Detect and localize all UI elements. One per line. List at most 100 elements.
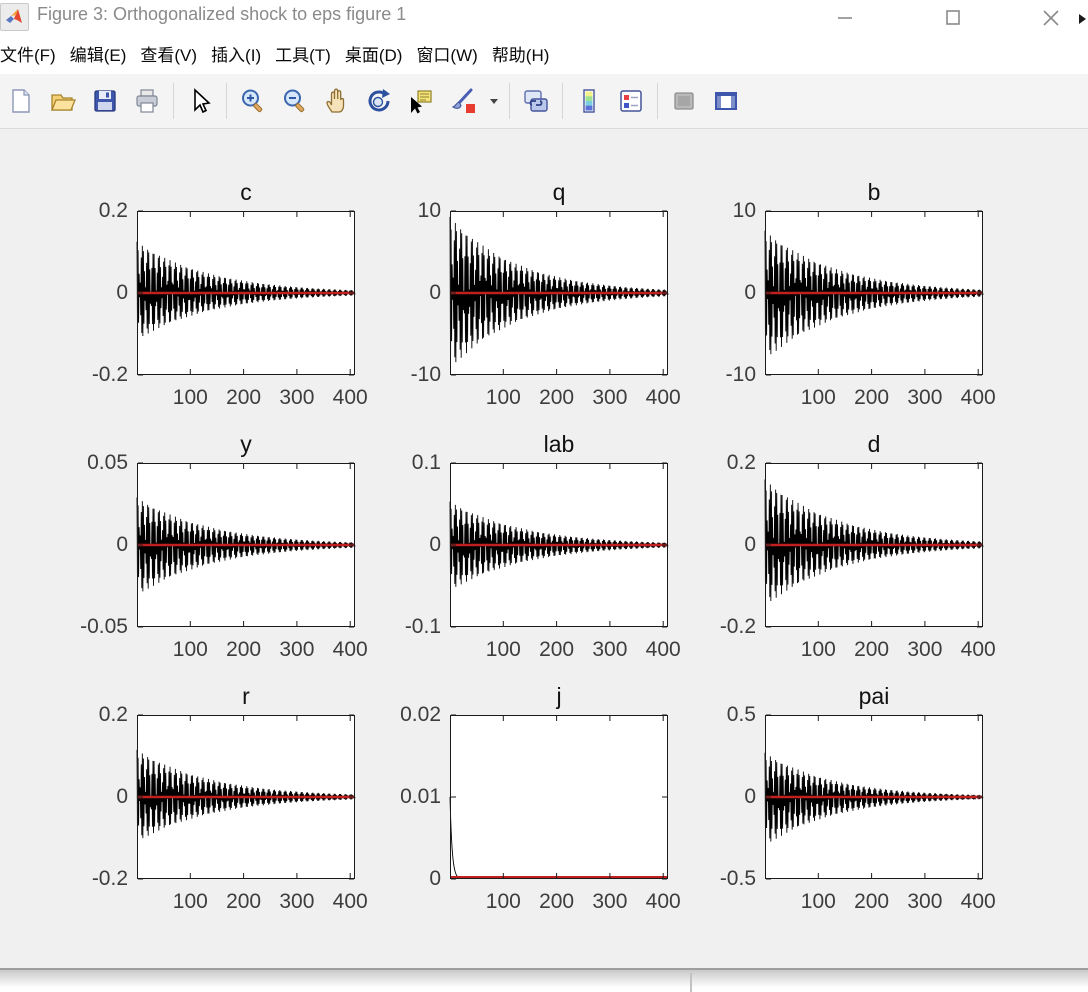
y-tick-label: -10: [725, 363, 756, 386]
insert-colorbar-button[interactable]: [570, 82, 608, 120]
edit-plot-button[interactable]: [181, 82, 219, 120]
minimize-button[interactable]: [822, 6, 868, 30]
insert-legend-button[interactable]: [612, 82, 650, 120]
window-title: Figure 3: Orthogonalized shock to eps fi…: [37, 4, 407, 24]
x-tick-label: 300: [592, 638, 628, 661]
subplot-d: d 0.2 0 -0.2 100 200 300 400: [675, 421, 1003, 667]
subplot-title: b: [867, 179, 881, 205]
toolbar-separator-4: [562, 83, 563, 119]
plot-area: [449, 462, 669, 628]
menu-item-help[interactable]: 帮助(H): [491, 45, 550, 65]
x-tick-label: 200: [854, 386, 890, 409]
toolbar-separator-1: [173, 83, 174, 119]
x-tick-label: 300: [907, 638, 943, 661]
data-cursor-button[interactable]: [402, 82, 440, 120]
insert-legend-icon: [620, 90, 642, 112]
y-tick-label: -0.2: [719, 615, 756, 638]
plot-area: [764, 462, 984, 628]
x-tick-label: 400: [332, 386, 368, 409]
x-tick-label: 200: [539, 386, 575, 409]
y-tick-label: 10: [732, 199, 756, 222]
new-figure-icon: [12, 89, 30, 113]
menu-item-file[interactable]: 文件(F): [0, 45, 56, 65]
menu-item-desktop[interactable]: 桌面(D): [344, 45, 403, 65]
x-tick-label: 300: [279, 890, 315, 913]
zoom-in-icon: [242, 89, 263, 113]
edit-plot-icon: [194, 88, 211, 114]
zoom-in-button[interactable]: [234, 82, 272, 120]
subplot-title: d: [867, 431, 881, 457]
maximize-button[interactable]: [930, 6, 976, 30]
y-tick-label: -0.2: [91, 363, 128, 386]
brush-data-button[interactable]: [444, 82, 482, 120]
y-tick-label: 0.05: [87, 451, 128, 474]
x-tick-label: 400: [645, 386, 681, 409]
subplot-c: c 0.2 0 -0.2 100 200 300 400: [47, 169, 375, 415]
subplot-title: r: [242, 683, 250, 709]
link-plots-button[interactable]: [517, 82, 555, 120]
matlab-logo-icon: [0, 3, 29, 31]
save-figure-button[interactable]: [86, 82, 124, 120]
pan-button[interactable]: [318, 82, 356, 120]
show-plot-tools-button[interactable]: [707, 82, 745, 120]
link-plots-icon: [524, 90, 548, 112]
subplot-title: q: [552, 179, 566, 205]
x-tick-label: 400: [332, 890, 368, 913]
pan-icon: [326, 88, 345, 113]
x-tick-label: 400: [645, 638, 681, 661]
y-tick-label: 0: [429, 867, 441, 890]
subplot-r: r 0.2 0 -0.2 100 200 300 400: [47, 673, 375, 919]
save-figure-icon: [94, 90, 116, 112]
print-figure-icon: [136, 89, 158, 113]
y-tick-label: 0.01: [400, 785, 441, 808]
plot-area: [136, 462, 356, 628]
y-tick-label: 0: [744, 281, 756, 304]
x-tick-label: 100: [800, 890, 836, 913]
y-tick-label: 0: [116, 533, 128, 556]
x-tick-label: 300: [279, 638, 315, 661]
impulse-response-line: [764, 230, 984, 358]
x-tick-label: 100: [172, 890, 208, 913]
y-tick-label: 0: [429, 533, 441, 556]
toolbar-separator-3: [509, 83, 510, 119]
subplot-pai: pai 0.5 0 -0.5 100 200 300 400: [675, 673, 1003, 919]
x-tick-label: 200: [226, 386, 262, 409]
print-figure-button[interactable]: [128, 82, 166, 120]
y-tick-label: -0.5: [719, 867, 756, 890]
x-tick-label: 300: [592, 890, 628, 913]
open-file-button[interactable]: [44, 82, 82, 120]
subplot-y: y 0.05 0 -0.05 100 200 300 400: [47, 421, 375, 667]
subplot-j: j 0.02 0.01 0 100 200 300 400: [360, 673, 688, 919]
x-tick-label: 400: [960, 638, 996, 661]
title-bar: Figure 3: Orthogonalized shock to eps fi…: [0, 0, 1088, 32]
x-tick-label: 100: [172, 638, 208, 661]
new-figure-button[interactable]: [2, 82, 40, 120]
brush-dropdown-icon[interactable]: [486, 82, 502, 120]
zoom-out-button[interactable]: [276, 82, 314, 120]
zoom-out-icon: [284, 89, 305, 113]
y-tick-label: 0: [116, 281, 128, 304]
x-tick-label: 300: [279, 386, 315, 409]
menu-item-window[interactable]: 窗口(W): [416, 45, 478, 65]
hide-plot-tools-button[interactable]: [665, 82, 703, 120]
x-tick-label: 400: [960, 386, 996, 409]
menu-item-tools[interactable]: 工具(T): [275, 45, 331, 65]
y-tick-label: 0: [429, 281, 441, 304]
close-button[interactable]: [1028, 6, 1074, 30]
brush-data-icon: [451, 88, 475, 113]
menu-item-insert[interactable]: 插入(I): [211, 45, 262, 65]
plot-area: [449, 714, 668, 880]
background-window-divider: [690, 973, 692, 992]
menu-item-view[interactable]: 查看(V): [140, 45, 198, 65]
menu-overflow-arrow-icon: [1079, 14, 1086, 24]
window-bottom-edge: [0, 968, 1088, 970]
x-tick-label: 200: [854, 638, 890, 661]
subplot-b: b 10 0 -10 100 200 300 400: [675, 169, 1003, 415]
menu-item-edit[interactable]: 编辑(E): [69, 45, 127, 65]
x-tick-label: 300: [907, 386, 943, 409]
y-tick-label: 0: [744, 533, 756, 556]
rotate-3d-button[interactable]: [360, 82, 398, 120]
y-tick-label: 0.02: [400, 703, 441, 726]
x-tick-label: 200: [539, 890, 575, 913]
